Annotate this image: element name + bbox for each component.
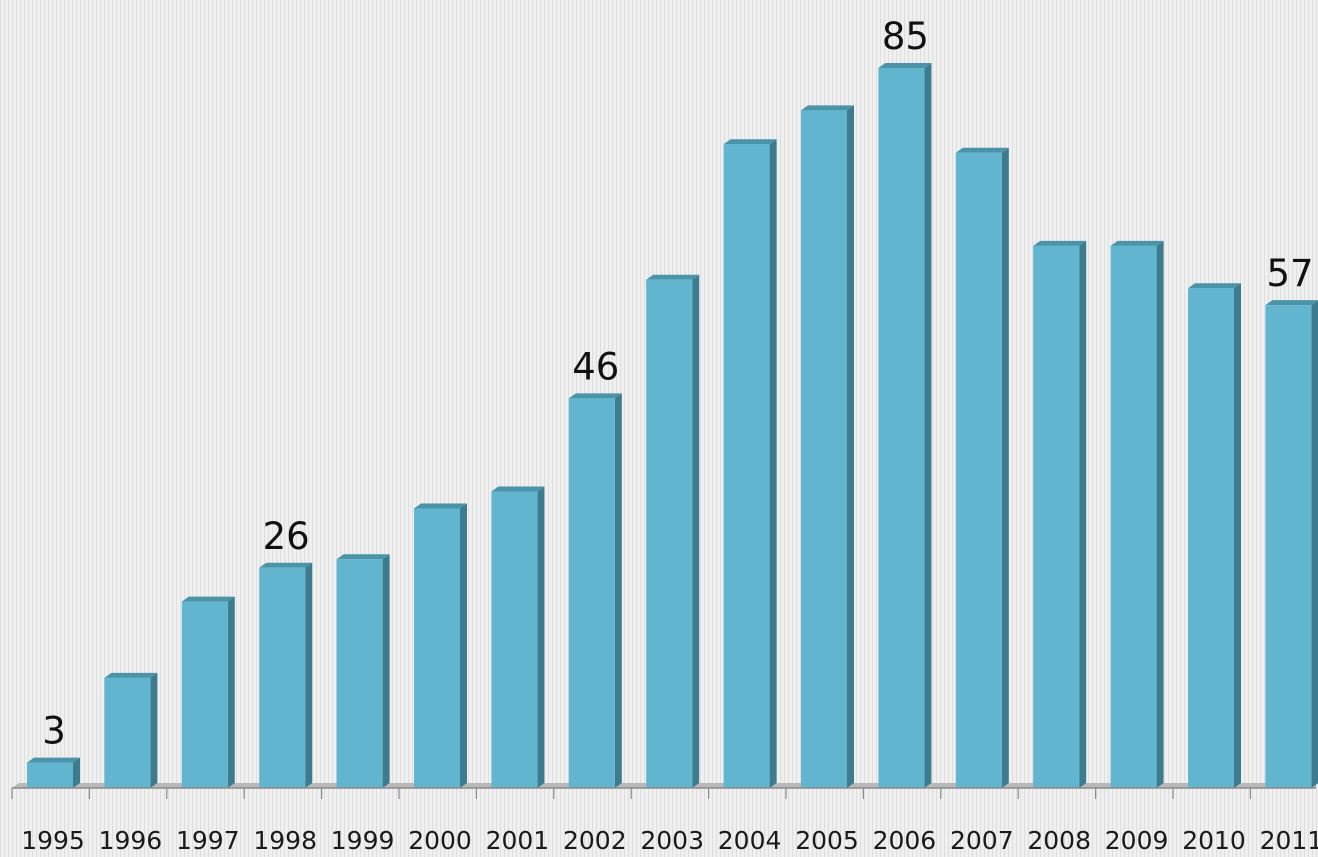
bar-side-2000 <box>460 503 467 788</box>
bar-1997 <box>181 596 235 788</box>
bar-2004 <box>723 139 777 788</box>
bar-side-2007 <box>1001 147 1009 789</box>
bar-front-1998 <box>259 567 306 788</box>
bar-top-2006 <box>878 63 932 68</box>
bar-front-2000 <box>414 508 460 788</box>
data-labels: 3 26 46 85 57 <box>42 15 1313 753</box>
x-axis: 1995 1996 1997 1998 1999 2000 2001 2002 2003 2004… <box>11 787 1318 855</box>
bar-top-2011 <box>1265 300 1318 306</box>
bar-side-2005 <box>847 105 854 788</box>
bar-front-2007 <box>955 152 1002 789</box>
bar-side-2003 <box>692 274 700 788</box>
bar-side-2004 <box>769 139 777 788</box>
bar-front-2011 <box>1265 305 1312 788</box>
bar-top-2007 <box>955 147 1009 153</box>
bar-side-1999 <box>382 554 390 788</box>
bar-top-1995 <box>27 757 80 763</box>
bar-front-2006 <box>878 68 925 788</box>
bar-side-1998 <box>305 562 313 788</box>
bar-2002 <box>568 393 622 788</box>
bar-2010 <box>1188 283 1241 788</box>
bar-top-1997 <box>181 596 235 602</box>
bar-top-2009 <box>1110 240 1164 246</box>
bar-top-1996 <box>104 672 158 678</box>
x-tick-label: 2006 <box>873 826 937 855</box>
bar-front-1995 <box>27 762 73 788</box>
bar-side-2010 <box>1234 283 1241 788</box>
bar-side-2006 <box>924 63 932 788</box>
x-tick-label: 2008 <box>1027 826 1091 855</box>
bar-top-2002 <box>568 393 622 399</box>
bar-front-1996 <box>104 677 151 788</box>
bar-2006 <box>878 63 932 788</box>
x-tick-label: 1999 <box>331 826 395 855</box>
x-tick-label: 2009 <box>1105 826 1169 855</box>
x-tick-label: 2002 <box>563 826 627 855</box>
bar-top-1998 <box>259 562 313 568</box>
x-tick-label: 2010 <box>1182 826 1246 855</box>
bar-1998 <box>259 562 313 788</box>
bar-2008 <box>1033 240 1087 789</box>
x-tick-label: 2005 <box>795 826 859 855</box>
bar-side-2009 <box>1156 240 1164 789</box>
bar-2005 <box>801 105 854 788</box>
bar-top-2003 <box>646 274 700 280</box>
x-tick-label: 2001 <box>486 826 550 855</box>
data-label: 85 <box>882 15 929 58</box>
x-tick-label: 1995 <box>21 826 85 855</box>
bar-1999 <box>336 554 390 788</box>
bar-2007 <box>955 147 1009 789</box>
bar-1996 <box>104 672 158 788</box>
bar-front-2001 <box>491 491 538 788</box>
bar-front-2005 <box>801 110 847 788</box>
bar-side-2011 <box>1311 300 1318 788</box>
bar-top-2001 <box>491 486 545 492</box>
bar-2000 <box>414 503 467 788</box>
x-tick-label: 2007 <box>950 826 1014 855</box>
x-tick-label: 2011 <box>1260 826 1318 855</box>
x-tick-label: 1997 <box>176 826 240 855</box>
x-tick-label: 1996 <box>99 826 163 855</box>
bar-side-1997 <box>227 596 235 788</box>
bar-top-2008 <box>1033 240 1087 246</box>
bar-2011 <box>1265 300 1318 788</box>
bar-front-2008 <box>1033 245 1080 789</box>
bar-side-1996 <box>150 672 158 788</box>
bar-2003 <box>646 274 700 788</box>
bar-1995 <box>27 757 80 788</box>
bar-top-2004 <box>723 139 777 145</box>
bars <box>27 63 1318 789</box>
bar-2009 <box>1110 240 1164 789</box>
x-tick-label: 2003 <box>640 826 704 855</box>
bar-side-2008 <box>1079 240 1087 789</box>
bar-top-2005 <box>801 105 854 111</box>
bar-front-1997 <box>181 601 228 788</box>
bar-side-2001 <box>537 486 545 788</box>
data-label: 26 <box>263 515 310 558</box>
bar-top-1999 <box>336 554 390 560</box>
bar-front-2010 <box>1188 288 1234 788</box>
bar-front-2003 <box>646 279 693 788</box>
bar-side-2002 <box>614 393 622 788</box>
x-tick-label: 2000 <box>408 826 472 855</box>
bar-front-2004 <box>723 144 770 788</box>
x-tick-label: 2004 <box>718 826 782 855</box>
bar-top-2010 <box>1188 283 1241 289</box>
bar-front-2009 <box>1110 245 1157 789</box>
bar-front-1999 <box>336 559 383 788</box>
bar-2001 <box>491 486 545 788</box>
data-label: 3 <box>42 710 66 753</box>
x-tick-label: 1998 <box>253 826 317 855</box>
data-label: 57 <box>1266 252 1313 295</box>
bar-side-1995 <box>73 757 80 788</box>
bar-top-2000 <box>414 503 467 509</box>
bar-front-2002 <box>568 398 615 788</box>
data-label: 46 <box>572 345 619 388</box>
